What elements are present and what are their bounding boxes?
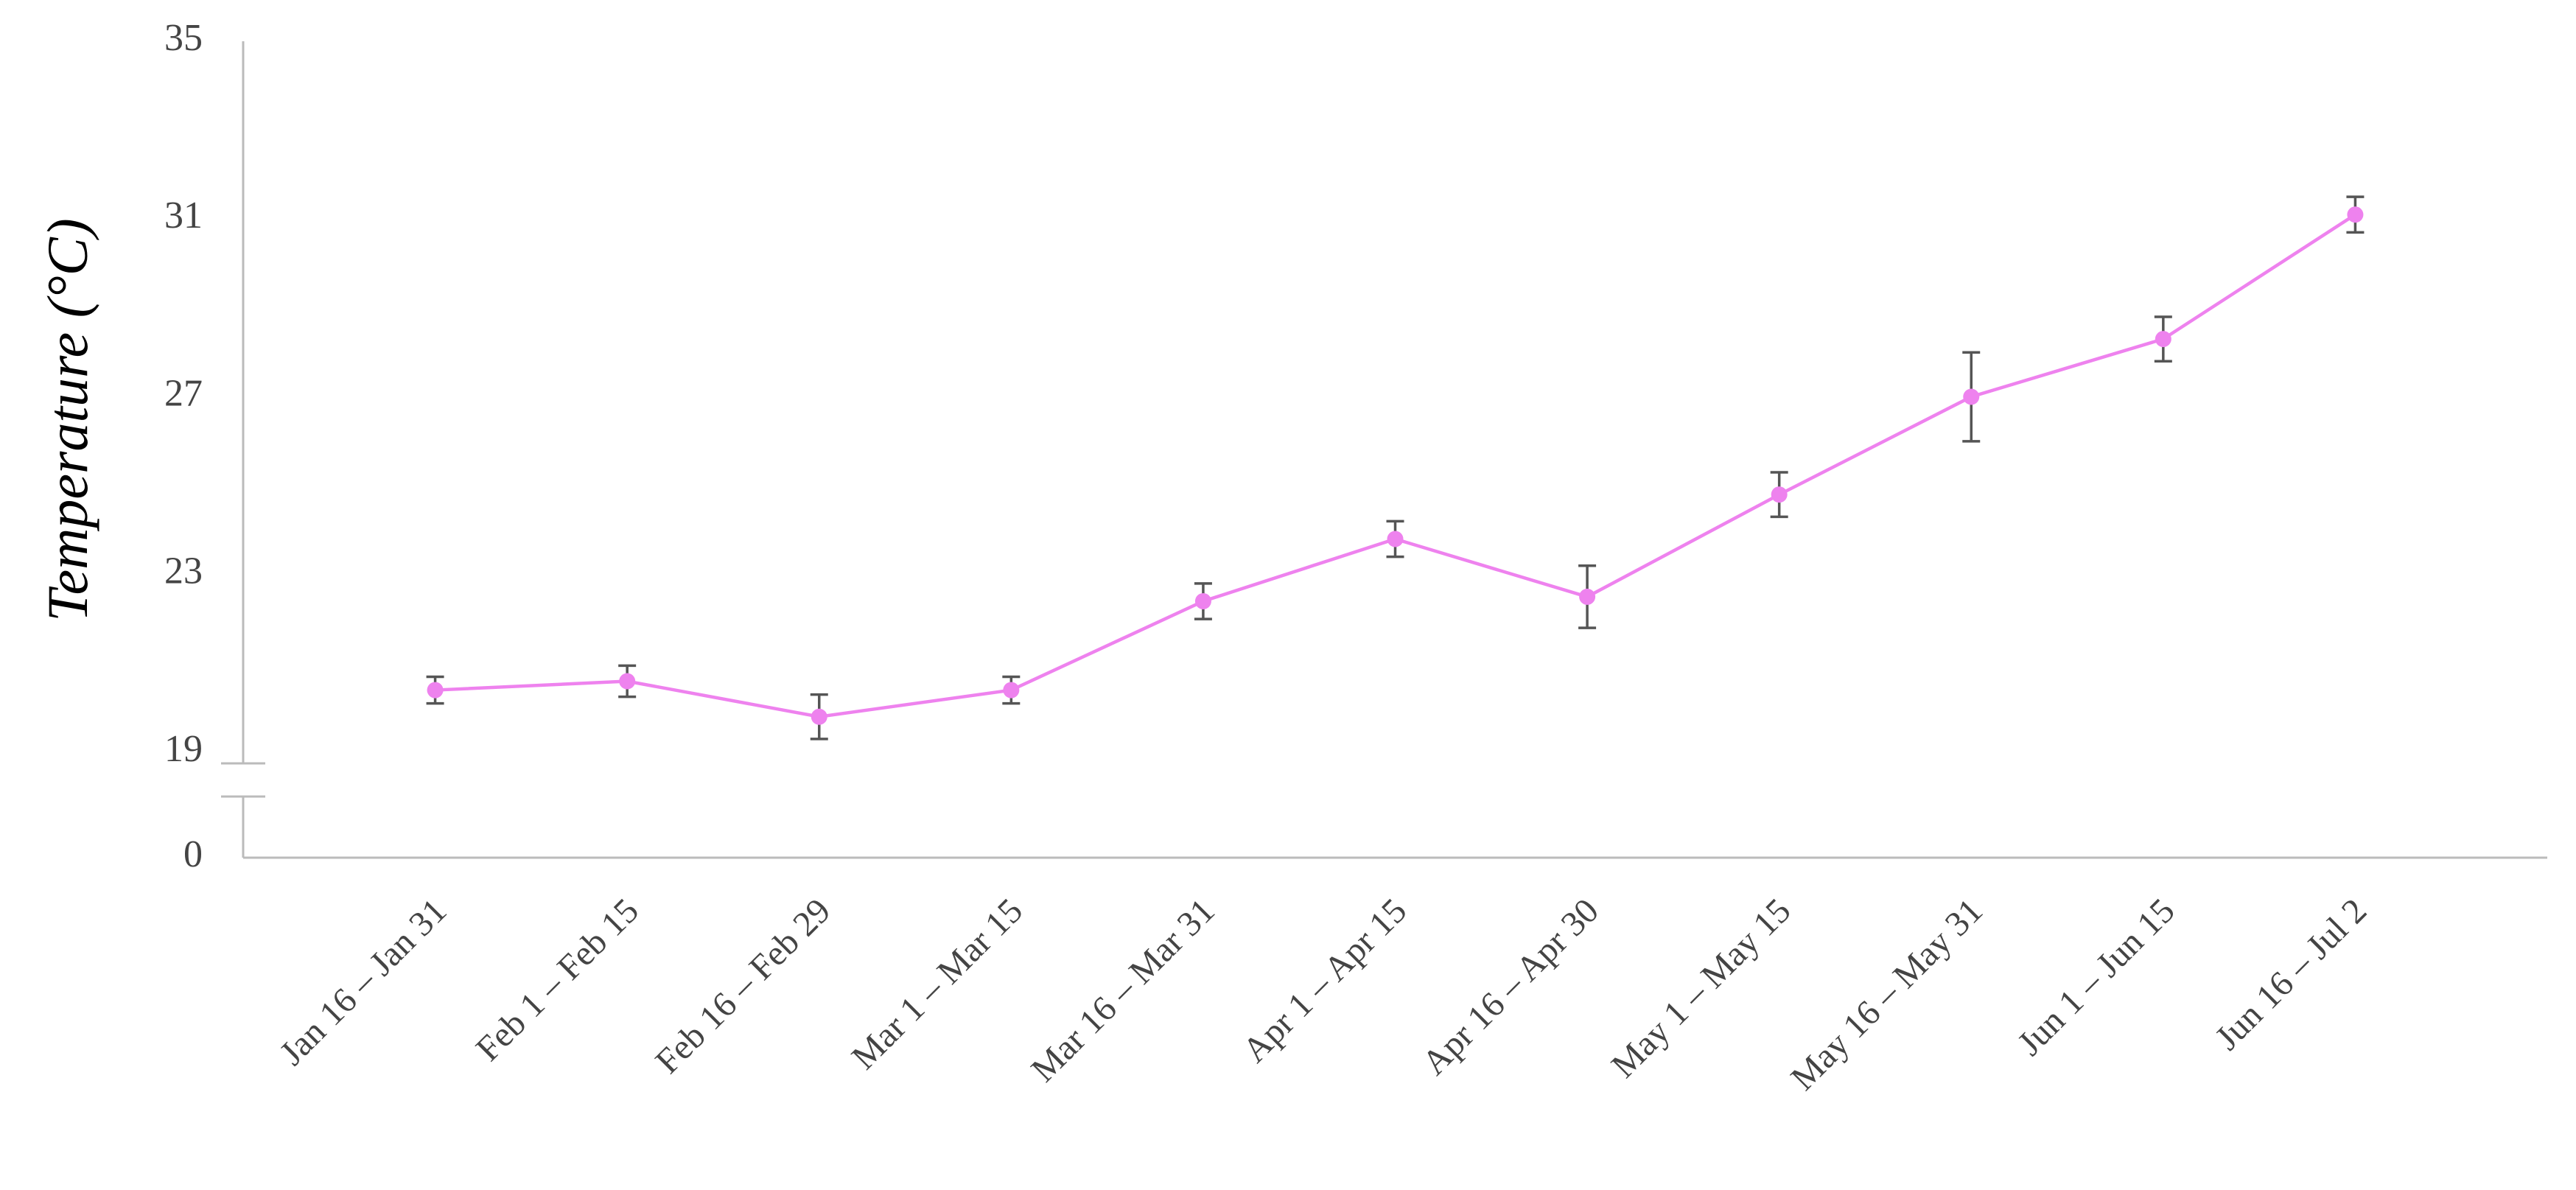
x-tick-label: May 1 – May 15	[1604, 891, 1799, 1085]
x-tick-label: Apr 1 – Apr 15	[1235, 891, 1414, 1070]
data-point	[811, 708, 827, 725]
data-point	[2347, 206, 2364, 223]
x-tick-label: Jun 16 – Jul 2	[2208, 891, 2374, 1057]
y-tick-label: 19	[164, 728, 203, 770]
data-point	[1194, 592, 1211, 609]
y-tick-label: 0	[183, 833, 203, 875]
data-point	[1387, 531, 1404, 547]
x-tick-label: Jan 16 – Jan 31	[273, 891, 455, 1073]
y-axis-label: Temperature (°C)	[35, 218, 99, 622]
data-point	[1963, 388, 1980, 405]
x-tick-label: Feb 16 – Feb 29	[648, 891, 838, 1081]
x-tick-label: Mar 16 – Mar 31	[1023, 891, 1222, 1089]
data-point	[1771, 486, 1788, 503]
x-tick-label: Feb 1 – Feb 15	[469, 891, 646, 1068]
data-point	[1579, 588, 1596, 605]
y-tick-label: 35	[164, 17, 203, 59]
data-point	[2155, 331, 2171, 348]
x-tick-label: Mar 1 – Mar 15	[844, 891, 1030, 1077]
y-tick-label: 27	[164, 372, 203, 414]
y-tick-label: 23	[164, 550, 203, 592]
data-point	[1003, 682, 1020, 699]
x-tick-label: May 16 – May 31	[1783, 891, 1990, 1098]
x-tick-label: Jun 1 – Jun 15	[2010, 891, 2183, 1063]
x-tick-label: Apr 16 – Apr 30	[1415, 891, 1606, 1082]
data-point	[427, 682, 444, 699]
data-point	[619, 673, 636, 690]
data-line	[435, 213, 2356, 719]
y-tick-label: 31	[164, 195, 203, 237]
